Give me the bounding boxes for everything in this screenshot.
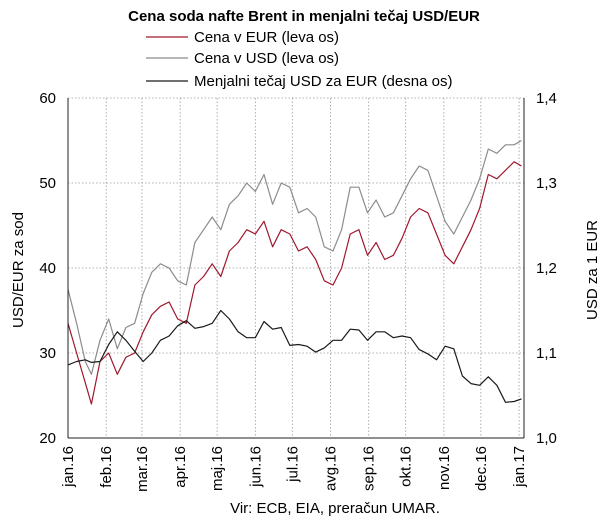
x-tick-label: mar.16 [134,446,151,492]
x-tick-label: nov.16 [436,446,453,490]
x-tick-label: jan.17 [511,446,528,488]
y-right-tick-label: 1,2 [536,260,557,277]
series-line-0 [67,161,522,405]
axes [67,98,525,439]
y-right-tick-label: 1,1 [536,345,557,362]
x-tick-label: avg.16 [323,446,340,491]
x-tick-label: feb.16 [98,446,115,488]
y-left-tick-label: 60 [39,90,56,107]
x-tick-label: apr.16 [172,446,189,488]
y-right-tick-label: 1,0 [536,430,557,447]
series-lines [67,139,522,405]
y-left-tick-label: 20 [39,430,56,447]
legend-label: Cena v USD (leva os) [194,50,339,67]
x-tick-label: jan.16 [60,446,77,488]
x-tick-label: dec.16 [473,446,490,491]
legend: Cena v EUR (leva os) Cena v USD (leva os)… [146,29,452,90]
y-left-tick-label: 40 [39,260,56,277]
chart-title: Cena soda nafte Brent in menjalni tečaj … [128,8,480,25]
tick-labels: 20 30 40 50 60 1,0 1,1 1,2 1,3 1,4 jan.16 feb.16 mar… [39,90,557,492]
legend-label: Menjalni tečaj USD za EUR (desna os) [194,73,452,90]
y-axis-left-title: USD/EUR za sod [10,212,27,328]
x-tick-label: okt.16 [398,446,415,487]
x-tick-label: jul.16 [284,446,301,483]
y-right-tick-label: 1,4 [536,90,557,107]
series-line-2 [67,309,522,403]
x-tick-label: sep.16 [361,446,378,491]
y-left-tick-label: 30 [39,345,56,362]
x-tick-label: jun.16 [247,446,264,488]
grid [67,97,524,439]
y-right-tick-label: 1,3 [536,175,557,192]
legend-label: Cena v EUR (leva os) [194,29,339,46]
y-axis-right-title: USD za 1 EUR [584,220,601,320]
series-line-1 [67,139,522,375]
source-note: Vir: ECB, EIA, preračun UMAR. [230,500,440,517]
y-left-tick-label: 50 [39,175,56,192]
x-tick-label: maj.16 [209,446,226,491]
